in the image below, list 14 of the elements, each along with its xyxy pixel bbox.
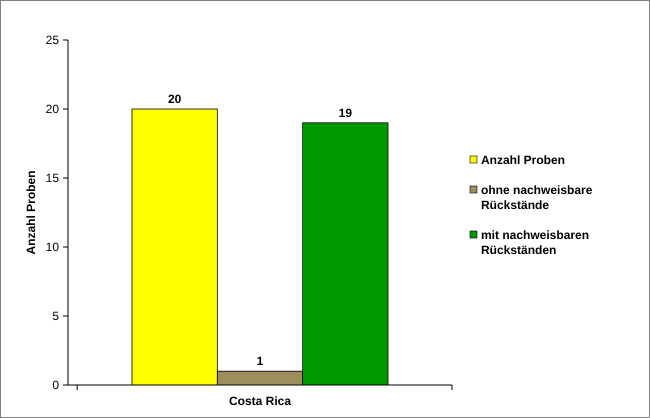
y-tick-label: 15 — [46, 171, 60, 186]
y-tick-label: 25 — [46, 33, 60, 48]
y-tick-label: 5 — [52, 309, 60, 324]
legend-label: mit nachweisbaren Rückständen — [481, 228, 590, 258]
y-axis-title: Anzahl Proben — [24, 170, 38, 255]
data-label: 19 — [338, 106, 352, 120]
x-tick-label: Costa Rica — [228, 394, 292, 408]
data-label: 1 — [256, 354, 264, 368]
data-label: 20 — [168, 92, 182, 106]
y-tick-label: 20 — [46, 102, 60, 116]
legend-label: ohne nachweisbare Rückstände — [481, 183, 593, 212]
y-tick-label: 0 — [52, 378, 60, 392]
y-tick-label: 10 — [46, 240, 60, 254]
legend-label: Anzahl Proben — [481, 153, 566, 168]
